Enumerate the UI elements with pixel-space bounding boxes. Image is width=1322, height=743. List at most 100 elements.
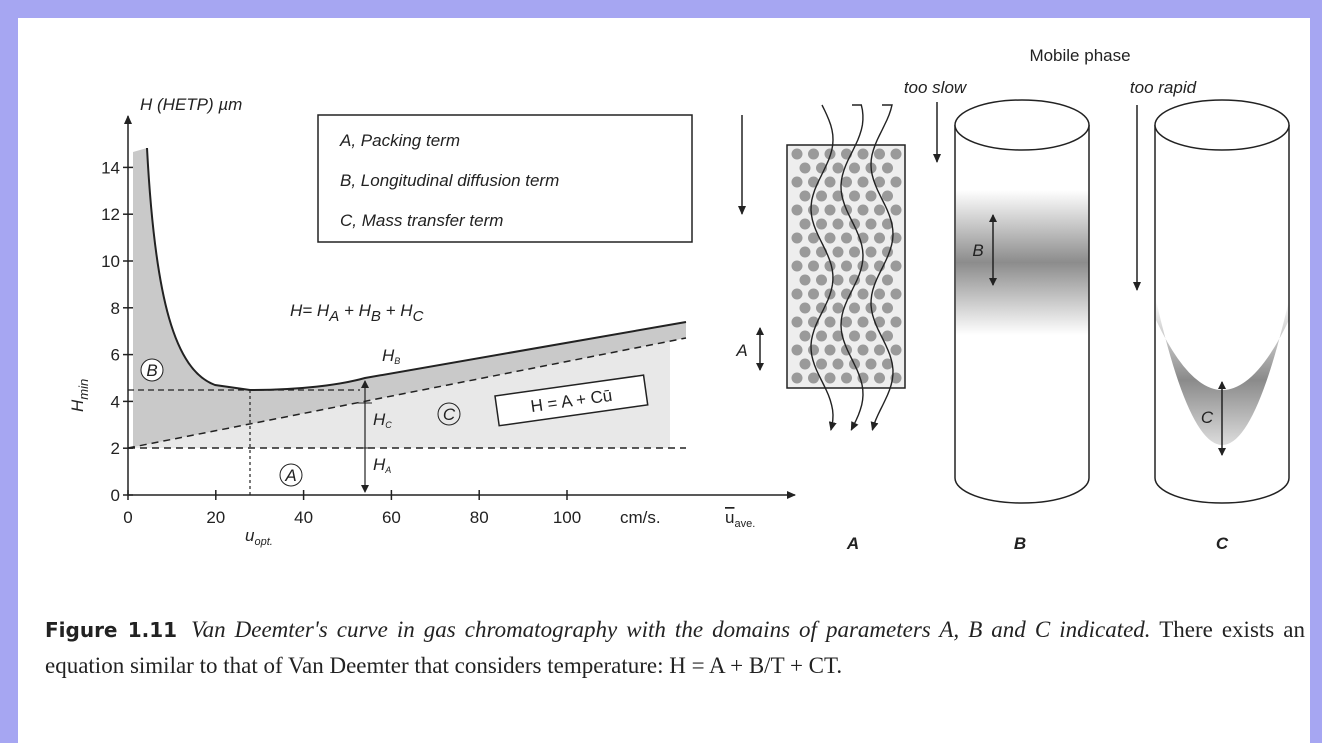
particle xyxy=(792,289,803,300)
particle xyxy=(825,233,836,244)
h-c-symbol: H xyxy=(373,410,386,429)
particle xyxy=(825,345,836,356)
particle xyxy=(882,191,893,202)
particle xyxy=(866,359,877,370)
particle xyxy=(866,247,877,258)
particle xyxy=(858,149,869,160)
particle xyxy=(800,191,811,202)
particle xyxy=(800,247,811,258)
h-b-sub: B xyxy=(394,356,400,366)
h-a-sub: A xyxy=(384,465,391,475)
equation-sub: A xyxy=(328,308,339,325)
particle xyxy=(866,219,877,230)
x-tick-label: 60 xyxy=(382,508,401,527)
particle xyxy=(800,219,811,230)
x-tick-label: 0 xyxy=(123,508,132,527)
particle xyxy=(874,289,885,300)
y-tick-label: 12 xyxy=(101,205,120,224)
too-rapid-label: too rapid xyxy=(1130,78,1197,97)
equation-sub: B xyxy=(371,308,381,325)
cylinder-c-top xyxy=(1155,100,1289,150)
caption-title: Van Deemter's curve in gas chromatograph… xyxy=(191,617,1150,642)
particle xyxy=(882,163,893,174)
particle xyxy=(874,345,885,356)
legend-entry: B, Longitudinal diffusion term xyxy=(340,171,559,190)
particle xyxy=(800,359,811,370)
x-unit: cm/s. xyxy=(620,508,661,527)
u-opt-sub: opt. xyxy=(254,536,272,548)
particle xyxy=(849,247,860,258)
particle xyxy=(858,205,869,216)
particle xyxy=(849,331,860,342)
y-tick-label: 4 xyxy=(111,392,120,411)
particle xyxy=(891,289,902,300)
particle xyxy=(858,345,869,356)
particle xyxy=(808,373,819,384)
particle xyxy=(825,177,836,188)
particle xyxy=(808,205,819,216)
legend-entry: A, Packing term xyxy=(339,131,460,150)
x-tick-label: 20 xyxy=(206,508,225,527)
y-tick-label: 10 xyxy=(101,252,120,271)
equation-term: + H xyxy=(339,301,371,320)
particle xyxy=(792,177,803,188)
x-tick-label: 80 xyxy=(470,508,489,527)
x-axis-label: uave. xyxy=(725,508,755,530)
h-min-symbol: H xyxy=(68,399,87,412)
particle xyxy=(874,233,885,244)
region-label: B xyxy=(146,361,157,380)
particle xyxy=(891,149,902,160)
particle xyxy=(891,177,902,188)
equation-term: H= H xyxy=(290,301,330,320)
caption-label: Figure 1.11 xyxy=(45,618,177,642)
particle xyxy=(882,275,893,286)
particle xyxy=(858,289,869,300)
particle xyxy=(825,317,836,328)
y-tick-label: 6 xyxy=(111,346,120,365)
particle xyxy=(792,149,803,160)
particle xyxy=(792,233,803,244)
particle xyxy=(874,205,885,216)
particle xyxy=(891,317,902,328)
particle xyxy=(858,177,869,188)
particle xyxy=(792,373,803,384)
column-name: C xyxy=(1216,534,1229,553)
h-c-sub: C xyxy=(385,420,392,430)
particle xyxy=(808,345,819,356)
particle xyxy=(833,247,844,258)
equation: H= HA + HB + HC xyxy=(290,301,424,325)
caption: Figure 1.11 Van Deemter's curve in gas ch… xyxy=(45,612,1305,684)
particle xyxy=(833,219,844,230)
cylinder-b-top xyxy=(955,100,1089,150)
particle xyxy=(874,373,885,384)
particle xyxy=(816,331,827,342)
particle xyxy=(792,317,803,328)
x-tick-label: 100 xyxy=(553,508,581,527)
particle xyxy=(792,345,803,356)
figure: H (HETP) µm cm/s. uave. uopt. Hmin A, Pa… xyxy=(0,0,1322,600)
particle xyxy=(891,205,902,216)
y-tick-label: 0 xyxy=(111,486,120,505)
x-tick-label: 40 xyxy=(294,508,313,527)
particle xyxy=(841,233,852,244)
particle xyxy=(841,177,852,188)
h-b-symbol: H xyxy=(382,346,395,365)
x-axis-sub: ave. xyxy=(734,518,755,530)
mobile-phase-label: Mobile phase xyxy=(1029,46,1130,65)
y-axis-label: H (HETP) µm xyxy=(140,95,242,114)
column-name: B xyxy=(1014,534,1026,553)
particle xyxy=(808,177,819,188)
particle xyxy=(816,219,827,230)
particle xyxy=(808,149,819,160)
equation-sub: C xyxy=(413,308,424,325)
diffusion-band xyxy=(956,190,1089,335)
particle xyxy=(841,373,852,384)
particle xyxy=(833,359,844,370)
zone-label: C xyxy=(1201,408,1214,427)
particle xyxy=(849,191,860,202)
particle xyxy=(800,275,811,286)
particle xyxy=(792,261,803,272)
particle xyxy=(792,205,803,216)
page: H (HETP) µm cm/s. uave. uopt. Hmin A, Pa… xyxy=(0,0,1322,743)
particle xyxy=(866,331,877,342)
